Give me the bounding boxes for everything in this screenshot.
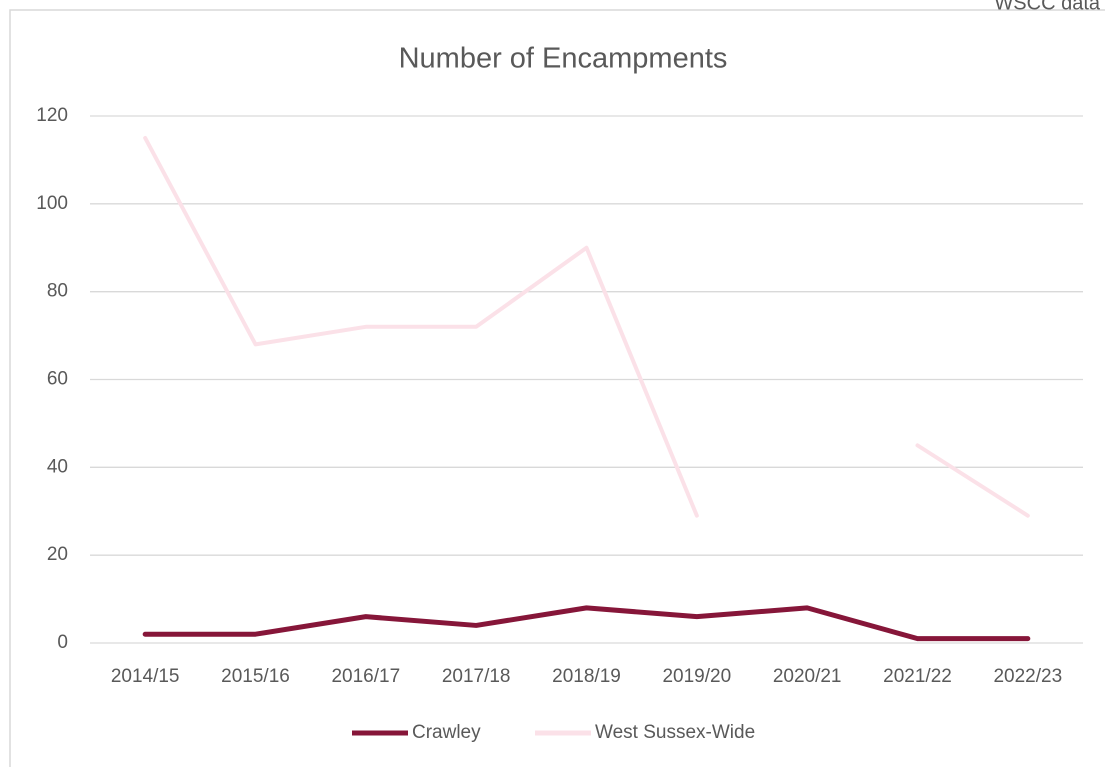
x-tick-label: 2017/18 [442,666,511,687]
x-tick-label: 2014/15 [111,666,180,687]
y-tick-label: 60 [47,369,68,390]
x-tick-label: 2018/19 [552,666,621,687]
y-tick-label: 0 [57,632,68,653]
x-tick-label: 2019/20 [662,666,731,687]
annotation: WSCC data [994,0,1100,14]
y-tick-label: 80 [47,281,68,302]
y-tick-label: 120 [36,105,68,126]
x-tick-label: 2022/23 [993,666,1062,687]
legend-label: West Sussex-Wide [595,722,755,743]
series-line [143,135,1030,518]
x-tick-label: 2015/16 [221,666,290,687]
series-line [142,605,1031,642]
y-tick-label: 40 [47,456,68,477]
y-tick-label: 100 [36,193,68,214]
chart-frame [9,9,1105,767]
y-tick-label: 20 [47,544,68,565]
x-tick-label: 2020/21 [773,666,842,687]
x-tick-label: 2021/22 [883,666,952,687]
chart-title: Number of Encampments [399,43,728,75]
legend-label: Crawley [412,722,481,743]
x-tick-label: 2016/17 [331,666,400,687]
